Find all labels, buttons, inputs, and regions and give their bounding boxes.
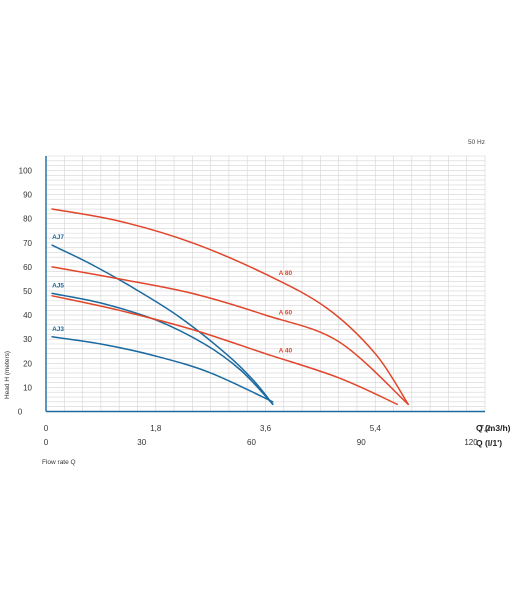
axes — [45, 156, 485, 413]
series-label-a60: A 60 — [279, 309, 293, 316]
x-tick-label-primary: 0 — [44, 424, 49, 433]
y-tick-label: 20 — [23, 359, 32, 368]
y-tick-label: 70 — [23, 239, 32, 248]
series-label-aj7: AJ7 — [52, 234, 64, 241]
series-label-aj3: AJ3 — [52, 326, 64, 333]
y-tick-label: 90 — [23, 191, 32, 200]
x-axis-secondary-unit: Q (l/1') — [476, 438, 502, 448]
x-tick-label-secondary: 30 — [137, 438, 146, 447]
series-group: AJ7 AJ5 AJ3 A 80 A 60 A 40 — [51, 208, 409, 406]
frequency-label: 50 Hz — [468, 139, 485, 146]
x-tick-label-secondary: 120 — [464, 438, 478, 447]
series-line-a80 — [51, 208, 409, 406]
series-label-a80: A 80 — [279, 270, 293, 277]
x-tick-label-primary: 1,8 — [150, 424, 162, 433]
series-label-a40: A 40 — [279, 348, 293, 355]
series-label-aj5: AJ5 — [52, 282, 64, 289]
x-tick-label-secondary: 90 — [357, 438, 366, 447]
y-tick-label: 40 — [23, 311, 32, 320]
y-tick-label: 80 — [23, 215, 32, 224]
x-axis-label: Flow rate Q — [42, 459, 76, 466]
series-line-a40 — [51, 295, 398, 406]
x-tick-label-secondary: 60 — [247, 438, 256, 447]
x-axis-primary-unit: Q (m3/h) — [476, 423, 510, 433]
x-tick-label-primary: 5,4 — [370, 424, 382, 433]
series-line-aj7 — [51, 244, 274, 406]
y-tick-label: 30 — [23, 335, 32, 344]
x-tick-label-primary: 7,2 — [479, 424, 491, 433]
y-tick-label: 10 — [23, 383, 32, 392]
y-axis-label: Head H (meters) — [4, 351, 11, 399]
y-tick-label: 60 — [23, 263, 32, 272]
tick-labels: 10 20 30 40 50 60 70 80 90 100 0 0 1,8 3,6 5,4 7,2 0 30 60… — [18, 166, 491, 447]
grid — [46, 155, 486, 412]
series-line-aj5 — [51, 292, 274, 406]
y-tick-label: 50 — [23, 287, 32, 296]
y-tick-label: 0 — [18, 408, 23, 417]
x-tick-label-primary: 3,6 — [260, 424, 272, 433]
x-tick-label-secondary: 0 — [44, 438, 49, 447]
series-line-aj3 — [51, 336, 274, 403]
y-tick-label: 100 — [19, 166, 33, 175]
series-line-a60 — [51, 266, 409, 406]
